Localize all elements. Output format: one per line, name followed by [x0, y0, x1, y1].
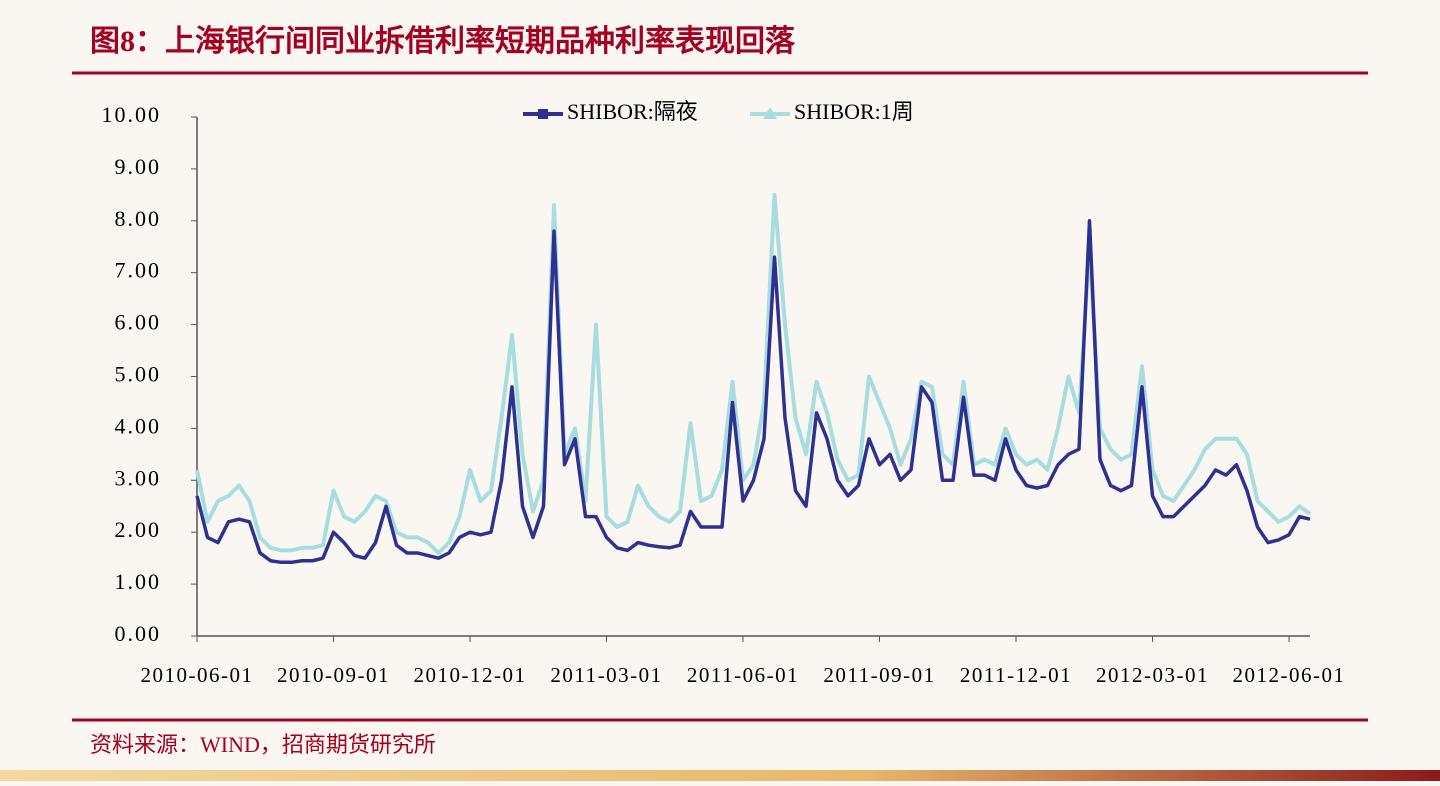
title: 图8：上海银行间同业拆借利率短期品种利率表现回落 — [90, 25, 796, 58]
footer-band — [0, 770, 1440, 781]
x-tick-label: 2011-12-01 — [960, 663, 1072, 687]
y-tick-label: 2.00 — [115, 517, 162, 542]
y-tick-label: 8.00 — [115, 206, 162, 231]
x-tick-label: 2011-09-01 — [823, 663, 935, 687]
x-tick-label: 2010-09-01 — [277, 663, 390, 687]
legend-marker — [538, 109, 548, 119]
y-tick-label: 3.00 — [115, 465, 162, 490]
y-tick-label: 5.00 — [115, 362, 162, 387]
x-tick-label: 2011-06-01 — [687, 663, 799, 687]
x-tick-label: 2011-03-01 — [550, 663, 662, 687]
y-tick-label: 0.00 — [115, 621, 162, 646]
y-tick-label: 9.00 — [115, 154, 162, 179]
y-tick-label: 7.00 — [115, 258, 162, 283]
legend-marker — [763, 107, 777, 119]
y-tick-label: 10.00 — [102, 102, 162, 127]
x-tick-label: 2012-06-01 — [1233, 663, 1346, 687]
source: 资料来源：WIND，招商期货研究所 — [90, 732, 436, 757]
y-tick-label: 1.00 — [115, 569, 162, 594]
x-tick-label: 2012-03-01 — [1096, 663, 1209, 687]
series-line — [195, 219, 1311, 565]
y-tick-label: 6.00 — [115, 310, 162, 335]
series-line — [195, 192, 1312, 555]
y-tick-label: 4.00 — [115, 413, 162, 438]
x-tick-label: 2010-12-01 — [414, 663, 527, 687]
legend-label: SHIBOR:1周 — [794, 99, 914, 124]
x-tick-label: 2010-06-01 — [141, 663, 254, 687]
legend-label: SHIBOR:隔夜 — [567, 99, 698, 124]
